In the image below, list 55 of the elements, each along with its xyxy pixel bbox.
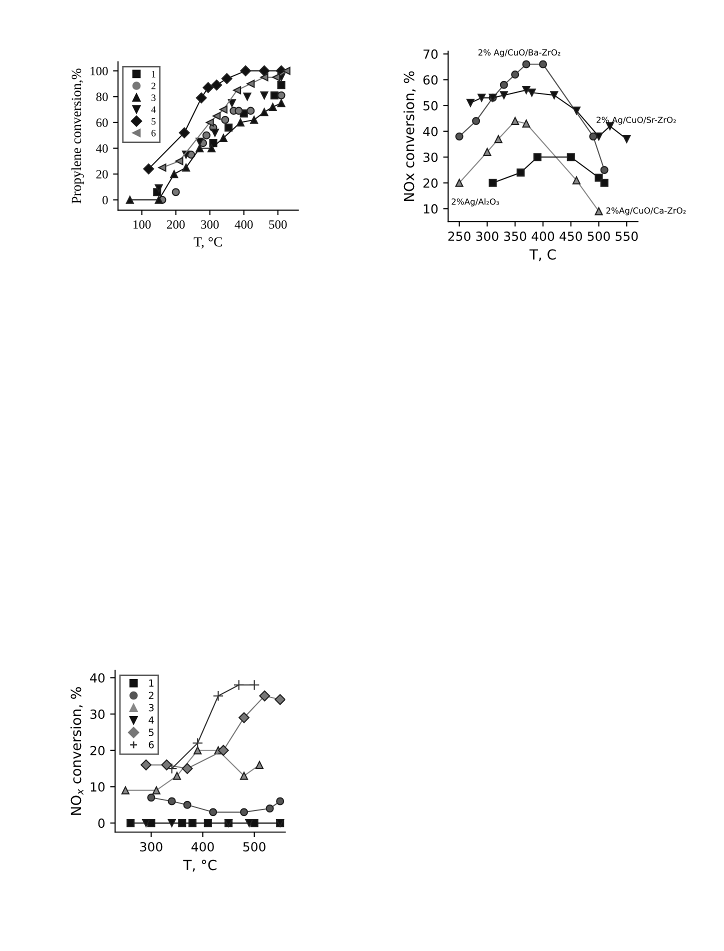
- y-tick-label: 100: [90, 66, 108, 76]
- x-axis-title: T, °C: [194, 237, 222, 249]
- legend-label: 2: [151, 82, 156, 90]
- y-tick-label: 50: [423, 100, 438, 110]
- x-tick-label: 300: [476, 232, 498, 241]
- y-tick-label: 10: [424, 204, 438, 214]
- y-tick-label: 10: [90, 782, 105, 792]
- x-tick-label: 300: [201, 220, 219, 229]
- y-tick-label: 30: [90, 710, 105, 719]
- legend-label: 6: [148, 741, 154, 748]
- y-tick-label: 30: [423, 152, 438, 162]
- y-tick-label: 70: [424, 49, 438, 59]
- legend-label: 5: [148, 728, 154, 736]
- x-tick-label: 300: [140, 842, 162, 852]
- y-tick-label: 20: [90, 746, 105, 756]
- x-tick-label: 400: [532, 232, 554, 241]
- y-tick-label: 60: [423, 75, 438, 85]
- legend-label: 3: [148, 704, 154, 712]
- x-tick-label: 350: [504, 232, 526, 241]
- x-tick-label: 550: [616, 232, 638, 241]
- legend-label: 5: [152, 118, 156, 125]
- x-axis-title: T, °C: [183, 860, 216, 872]
- x-tick-label: 400: [191, 842, 214, 852]
- y-axis-title: Propylene conversion,%: [71, 68, 84, 204]
- y-axis-title: NOx conversion, %: [404, 71, 416, 201]
- series-label: 2% Ag/CuO/Sr-ZrO₂: [596, 116, 676, 125]
- x-tick-label: 500: [269, 220, 287, 229]
- x-tick-label: 500: [243, 842, 266, 852]
- series-label: 2% Ag/CuO/Ba-ZrO₂: [478, 49, 560, 58]
- y-tick-label: 20: [96, 170, 108, 179]
- y-tick-label: 80: [96, 92, 108, 102]
- x-tick-label: 400: [234, 220, 253, 229]
- y-tick-label: 60: [96, 118, 108, 127]
- legend-label: 1: [149, 680, 154, 687]
- series-label: 2%Ag/CuO/Ca-ZrO₂: [606, 207, 686, 216]
- x-axis-title: T, C: [529, 249, 556, 262]
- y-tick-label: 0: [98, 818, 105, 828]
- x-tick-label: 200: [167, 220, 185, 229]
- legend-label: 4: [148, 716, 154, 724]
- y-tick-label: 20: [423, 178, 438, 188]
- y-tick-label: 40: [423, 126, 438, 136]
- x-tick-label: 500: [588, 232, 610, 241]
- legend-label: 6: [151, 130, 156, 136]
- legend-label: 4: [151, 106, 156, 113]
- y-tick-label: 40: [96, 144, 108, 153]
- x-tick-label: 450: [560, 232, 582, 241]
- series-label: 2%Ag/Al₂O₃: [452, 198, 499, 206]
- x-tick-label: 100: [134, 220, 151, 229]
- y-tick-label: 40: [90, 673, 105, 683]
- y-axis-title: NO$_{x}$ conversion, %: [70, 687, 84, 815]
- y-tick-label: 0: [102, 196, 108, 204]
- x-tick-label: 250: [448, 232, 470, 241]
- legend-label: 2: [148, 692, 154, 699]
- legend-label: 3: [152, 94, 156, 102]
- legend-label: 1: [152, 70, 156, 78]
